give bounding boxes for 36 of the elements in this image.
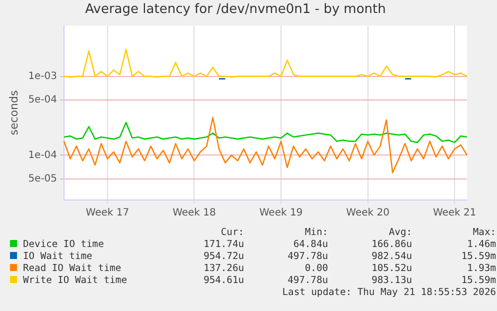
text: 64.84u (292, 239, 328, 251)
legend-label: Write IO Wait time (22, 275, 128, 287)
text: Last update: Thu May 21 18:55:53 2026 (281, 287, 496, 299)
text: 954.61u (202, 275, 244, 287)
text: 171.74u (202, 239, 244, 251)
text: 15.59m (460, 251, 496, 263)
text: 166.86u (370, 239, 412, 251)
x-tick-label: Week 21 (432, 208, 476, 219)
text: 137.26u (202, 263, 244, 275)
y-tick-label: 1e-03 (28, 70, 58, 82)
legend-label: Device IO time (22, 239, 105, 251)
text: 1.46m (466, 239, 496, 251)
text: 497.78u (286, 251, 328, 263)
text: 954.72u (202, 251, 244, 263)
text: 497.78u (286, 275, 328, 287)
y-axis-title: seconds (7, 90, 20, 136)
text: 1.93m (466, 263, 496, 275)
text: Cur: (220, 227, 244, 239)
text: 15.59m (460, 275, 496, 287)
text: 982.54u (370, 251, 412, 263)
text: 105.52u (370, 263, 412, 275)
text: Min: (304, 227, 328, 239)
y-tick-label: 5e-05 (28, 173, 58, 184)
text: 0.00 (304, 263, 328, 275)
text: 983.13u (370, 275, 412, 287)
text: Max: (472, 227, 496, 239)
y-tick-label: 5e-04 (28, 94, 58, 106)
legend-label: Read IO Wait time (22, 263, 122, 275)
x-tick-label: Week 17 (86, 208, 130, 219)
x-tick-label: Week 18 (172, 208, 216, 219)
x-tick-label: Week 20 (346, 208, 390, 219)
legend-label: IO Wait time (22, 251, 94, 263)
x-tick-label: Week 19 (259, 208, 303, 219)
chart-title: Average latency for /dev/nvme0n1 - by month (85, 2, 386, 18)
y-tick-label: 1e-04 (28, 150, 58, 161)
text: Avg: (388, 227, 412, 239)
